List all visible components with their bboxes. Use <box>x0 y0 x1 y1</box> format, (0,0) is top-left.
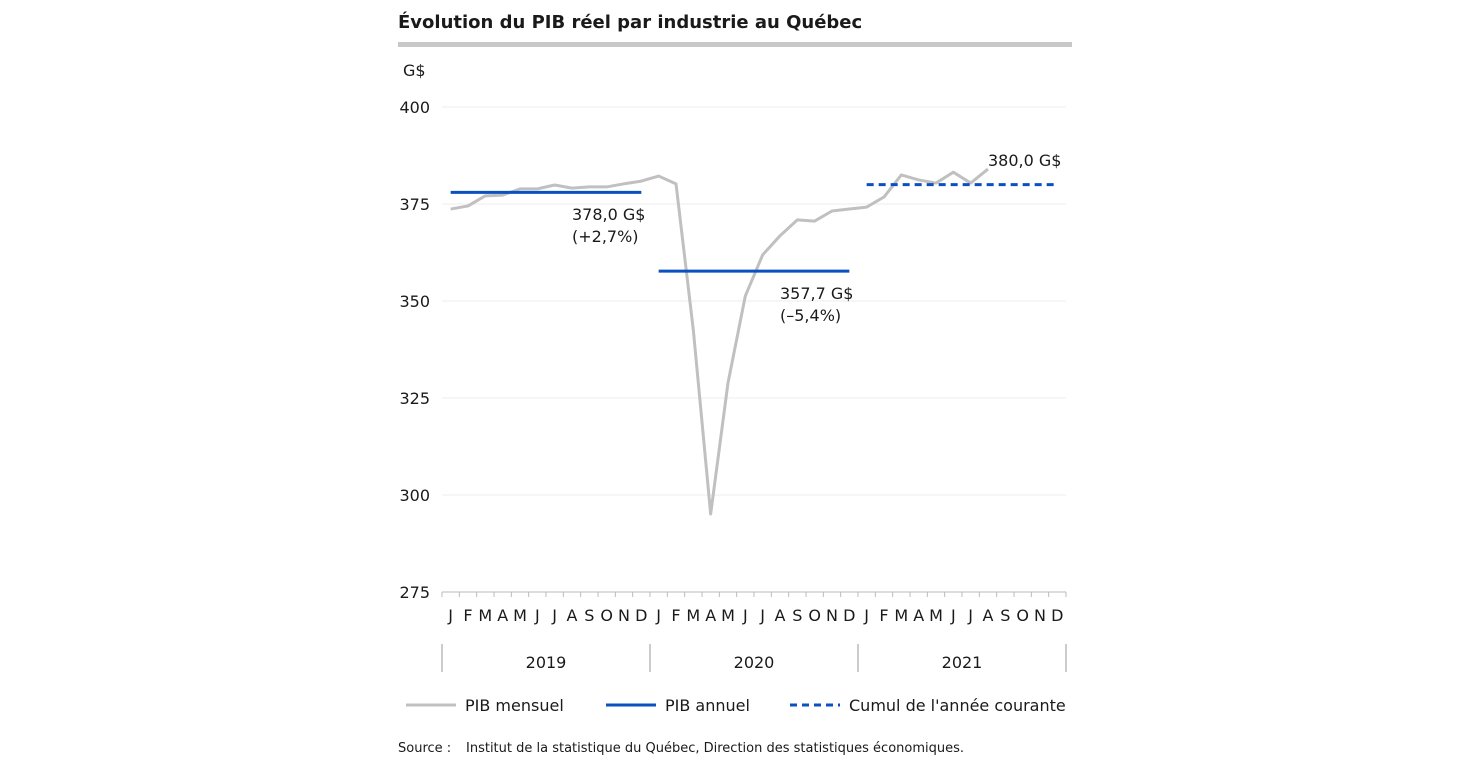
x-month-label: S <box>792 606 802 625</box>
x-month-label: M <box>478 606 492 625</box>
x-month-label: N <box>618 606 630 625</box>
chart-title: Évolution du PIB réel par industrie au Q… <box>398 11 862 33</box>
x-month-label: S <box>1000 606 1010 625</box>
x-year-label: 2020 <box>734 653 775 672</box>
x-month-label: J <box>950 606 956 625</box>
x-month-label: J <box>742 606 748 625</box>
x-month-label: A <box>497 606 508 625</box>
x-month-label: J <box>967 606 973 625</box>
x-month-label: M <box>894 606 908 625</box>
x-month-label: J <box>551 606 557 625</box>
x-year-label: 2021 <box>942 653 983 672</box>
x-month-label: D <box>635 606 647 625</box>
x-month-label: F <box>463 606 472 625</box>
x-month-label: A <box>983 606 994 625</box>
x-month-label: M <box>721 606 735 625</box>
y-tick-label: 275 <box>399 583 430 602</box>
y-tick-label: 400 <box>399 98 430 117</box>
x-month-label: J <box>655 606 661 625</box>
title-rule <box>398 42 1072 47</box>
y-tick-label: 300 <box>399 486 430 505</box>
series-pib-mensuel <box>451 169 988 514</box>
data-label-value: 378,0 G$ <box>572 205 645 224</box>
x-month-label: J <box>534 606 540 625</box>
legend-label: PIB mensuel <box>465 696 564 715</box>
data-label-value: 380,0 G$ <box>988 151 1061 170</box>
data-label-change: (+2,7%) <box>572 227 639 246</box>
legend-label: PIB annuel <box>665 696 750 715</box>
x-month-label: F <box>671 606 680 625</box>
x-month-label: O <box>808 606 821 625</box>
x-month-label: A <box>705 606 716 625</box>
x-month-label: J <box>759 606 765 625</box>
source-text: Institut de la statistique du Québec, Di… <box>466 741 964 756</box>
x-month-label: M <box>513 606 527 625</box>
x-month-label: A <box>567 606 578 625</box>
x-month-label: J <box>447 606 453 625</box>
x-month-label: A <box>775 606 786 625</box>
data-label-value: 357,7 G$ <box>780 284 853 303</box>
x-month-label: D <box>1051 606 1063 625</box>
x-month-label: O <box>600 606 613 625</box>
x-year-label: 2019 <box>526 653 567 672</box>
legend-label: Cumul de l'année courante <box>849 696 1066 715</box>
x-month-label: O <box>1016 606 1029 625</box>
x-month-label: D <box>843 606 855 625</box>
x-month-label: F <box>879 606 888 625</box>
data-label-change: (–5,4%) <box>780 306 841 325</box>
x-month-label: M <box>929 606 943 625</box>
y-tick-label: 375 <box>399 195 430 214</box>
y-tick-label: 350 <box>399 292 430 311</box>
x-month-label: J <box>863 606 869 625</box>
source-label: Source : <box>398 741 451 756</box>
y-axis-unit: G$ <box>403 61 426 80</box>
x-month-label: N <box>1034 606 1046 625</box>
x-month-label: A <box>913 606 924 625</box>
y-tick-label: 325 <box>399 389 430 408</box>
x-month-label: M <box>686 606 700 625</box>
x-month-label: S <box>584 606 594 625</box>
x-month-label: N <box>826 606 838 625</box>
